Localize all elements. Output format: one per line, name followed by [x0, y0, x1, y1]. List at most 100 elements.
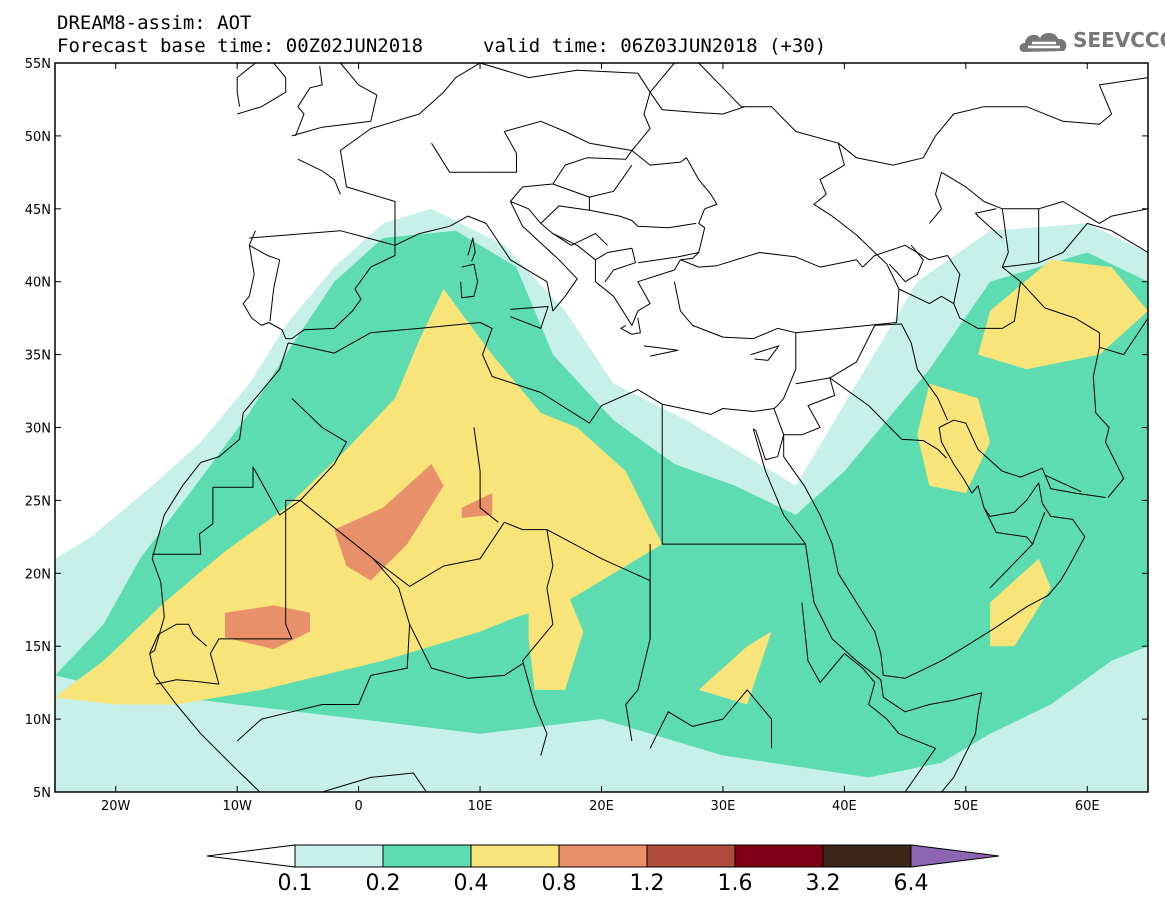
border-line — [752, 408, 884, 698]
border-line — [661, 404, 806, 545]
border-line — [522, 529, 554, 756]
lat-tick-label: 40N — [25, 276, 51, 291]
border-line — [510, 201, 681, 326]
border-line — [510, 306, 549, 329]
lat-tick-label: 45N — [25, 203, 51, 218]
logo-text: SEEVCCC — [1073, 28, 1165, 52]
aot-region-0-4-0 — [55, 289, 663, 705]
colorbar-label: 3.2 — [806, 871, 841, 896]
colorbar-swatch — [470, 844, 560, 868]
border-line — [1020, 281, 1125, 498]
lat-tick-label: 25N — [25, 494, 51, 509]
lat-tick-label: 50N — [25, 130, 51, 145]
colorbar-label: 0.2 — [366, 871, 401, 896]
lon-tick-label: 10W — [222, 799, 252, 814]
colorbar: 0.1 0.2 0.4 0.8 1.2 1.6 3.2 6.4 — [206, 844, 1000, 896]
lat-tick-label: 35N — [25, 349, 51, 364]
lon-tick-label: 60E — [1075, 799, 1100, 814]
border-line — [620, 318, 641, 335]
border-line — [898, 288, 954, 305]
border-line — [862, 171, 1021, 329]
border-line — [394, 201, 578, 312]
border-line — [829, 323, 949, 421]
map-title: DREAM8-assim: AOT — [57, 12, 252, 34]
border-line — [649, 689, 772, 749]
border-line — [938, 427, 1043, 517]
border-line — [409, 624, 523, 679]
colorbar-lower-extend — [206, 844, 296, 868]
border-line — [783, 377, 836, 436]
border-line — [479, 63, 718, 261]
colorbar-swatch — [734, 844, 824, 868]
lon-tick-label: 40E — [832, 799, 857, 814]
colorbar-swatch — [294, 844, 384, 868]
seevccc-logo: SEEVCCC — [1016, 24, 1165, 58]
border-line — [473, 427, 499, 523]
lon-tick-label: 30E — [711, 799, 736, 814]
border-line — [291, 63, 378, 137]
colorbar-swatch — [822, 844, 912, 868]
lat-tick-label: 10N — [25, 713, 51, 728]
border-line — [372, 521, 547, 587]
border-line — [795, 263, 900, 334]
colorbar-label: 0.1 — [278, 871, 313, 896]
border-line — [938, 419, 1106, 498]
border-line — [975, 208, 1003, 239]
border-line — [149, 342, 289, 654]
aot-region-0-4-5 — [990, 558, 1051, 647]
cloud-icon — [1019, 32, 1067, 52]
colorbar-upper-extend — [910, 844, 1000, 868]
border-line — [1099, 317, 1148, 356]
border-line — [552, 233, 608, 246]
border-line — [989, 511, 1046, 589]
colorbar-label: 6.4 — [894, 871, 929, 896]
border-line — [801, 602, 876, 684]
lat-tick-label: 30N — [25, 422, 51, 437]
border-line — [1002, 222, 1148, 268]
border-line — [595, 247, 636, 282]
border-line — [649, 91, 745, 115]
lat-tick-label: 5N — [33, 786, 51, 801]
border-line — [242, 230, 396, 340]
border-line — [1038, 201, 1148, 224]
border-line — [460, 263, 479, 299]
border-line — [288, 322, 663, 424]
lon-tick-label: 20E — [589, 799, 614, 814]
forecast-base-time: Forecast base time: 00Z02JUN2018 — [57, 35, 424, 57]
border-line — [643, 345, 679, 357]
border-line — [983, 507, 1033, 545]
colorbar-swatch — [558, 844, 648, 868]
border-line — [637, 252, 699, 264]
border-line — [155, 499, 301, 685]
border-line — [680, 252, 863, 268]
border-line — [783, 434, 1086, 679]
border-line — [236, 500, 411, 742]
aot-contours — [55, 208, 1148, 792]
border-line — [837, 77, 1148, 166]
border-line — [673, 281, 796, 340]
lat-tick-label: 55N — [25, 57, 51, 72]
colorbar-label: 1.6 — [718, 871, 753, 896]
border-line — [888, 244, 924, 283]
border-line — [149, 623, 208, 654]
aot-region-0-4-1 — [528, 587, 584, 690]
lon-tick-label: 20W — [101, 799, 131, 814]
border-line — [829, 377, 947, 459]
border-line — [1045, 475, 1082, 493]
aot-region-0-4-4 — [698, 631, 772, 705]
lon-tick-label: 10E — [468, 799, 493, 814]
border-line — [750, 345, 780, 361]
border-line — [552, 164, 633, 198]
border-line — [297, 158, 341, 195]
lon-tick-label: 50E — [953, 799, 978, 814]
valid-time: valid time: 06Z03JUN2018 (+30) — [483, 35, 827, 57]
border-line — [236, 63, 287, 115]
border-line — [868, 682, 936, 792]
border-line — [467, 237, 476, 262]
border-line — [540, 205, 590, 224]
lat-tick-label: 20N — [25, 567, 51, 582]
colorbar-label: 1.2 — [630, 871, 665, 896]
aot-region-0-8-0 — [225, 605, 310, 650]
lat-tick-label: 15N — [25, 640, 51, 655]
